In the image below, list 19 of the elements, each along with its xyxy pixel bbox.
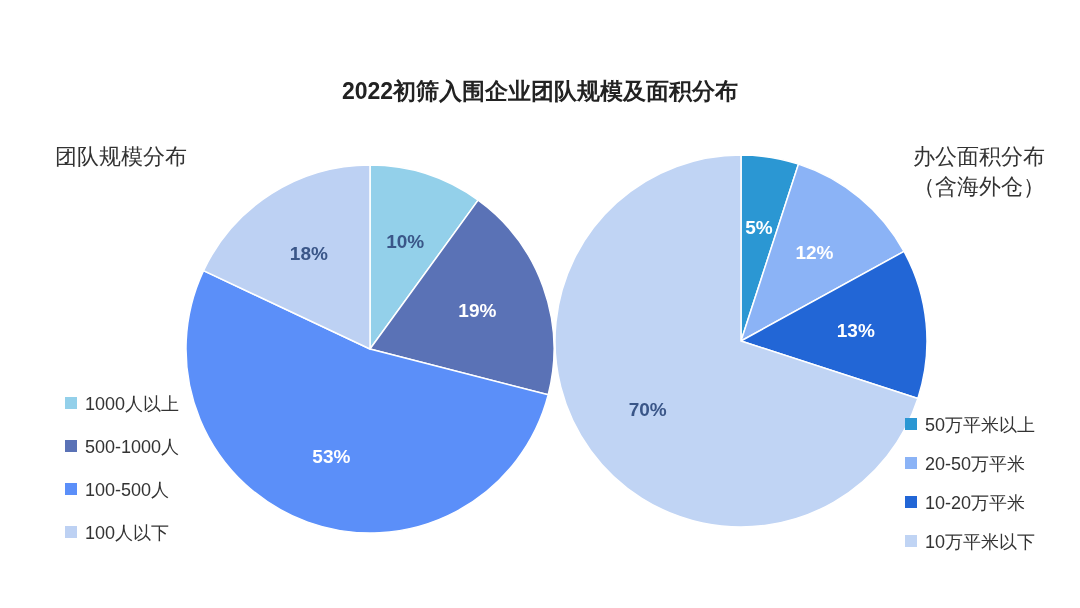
chart-subtitle: 团队规模分布 [55, 143, 188, 171]
legend-label: 10-20万平米 [925, 493, 1026, 513]
chart-subtitle: 办公面积分布（含海外仓） [912, 143, 1045, 201]
legend-label: 20-50万平米 [925, 454, 1026, 474]
data-label: 10% [386, 230, 425, 252]
legend-label: 100人以下 [85, 523, 170, 543]
data-label: 12% [795, 242, 834, 264]
legend-label: 10万平米以下 [925, 532, 1036, 552]
data-label: 13% [836, 320, 875, 342]
legend-label: 100-500人 [85, 480, 170, 500]
data-label: 53% [312, 446, 351, 468]
legend-label: 500-1000人 [85, 437, 180, 457]
data-label: 5% [745, 217, 773, 239]
data-label: 70% [628, 398, 667, 420]
legend-label: 50万平米以上 [925, 415, 1036, 435]
legend-label: 1000人以上 [85, 394, 180, 414]
data-label: 18% [289, 242, 328, 264]
chart-title: 2022初筛入围企业团队规模及面积分布 [340, 77, 740, 106]
data-label: 19% [458, 300, 497, 322]
